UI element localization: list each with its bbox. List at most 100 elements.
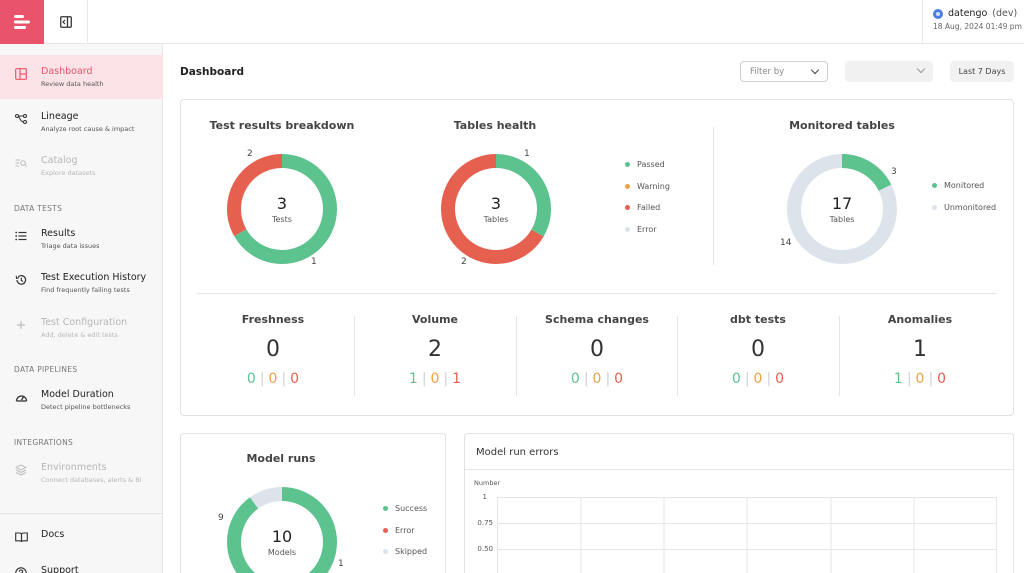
model-runs-skipped-count: 1 — [338, 559, 344, 569]
legend-label: Error — [395, 525, 415, 535]
metric-counts: 0 | 0 | 0 — [570, 371, 624, 387]
metric-divider — [354, 316, 355, 396]
tables-health-failed-arc — [441, 154, 551, 264]
metric-warning: 0 — [268, 371, 278, 387]
monitored-tables-donut[interactable]: 17 Tables — [787, 154, 897, 264]
lineage-icon — [14, 112, 28, 126]
metric-passed: 0 — [731, 371, 741, 387]
sidebar-item-sub: Explore datasets — [41, 169, 96, 177]
date-range-button[interactable]: Last 7 Days — [950, 61, 1014, 82]
metric-failed: 0 — [937, 371, 947, 387]
filter-by-placeholder: Filter by — [750, 67, 785, 77]
sidebar-item-sub: Connect databases, alerts & BI — [41, 476, 142, 484]
sidebar-item-label: Model Duration — [41, 389, 114, 400]
monitored-tables-donut-svg — [787, 154, 897, 264]
collapse-sidebar-button[interactable] — [44, 0, 88, 44]
top-bar: datengo (dev) 18 Aug, 2024 01:49 pm — [0, 0, 1024, 44]
model-runs-unit: Models — [267, 548, 297, 557]
sidebar-item-catalog[interactable]: Catalog Explore datasets — [0, 144, 163, 188]
horizontal-divider — [197, 293, 997, 294]
y-axis-title: Number — [474, 479, 501, 487]
legend-item-error[interactable]: Error — [625, 219, 670, 241]
secondary-filter-select[interactable] — [845, 61, 933, 82]
help-circle-icon — [14, 566, 28, 573]
summary-card — [180, 99, 1014, 416]
catalog-search-icon — [14, 156, 28, 170]
model-runs-donut[interactable]: 10 Models — [227, 487, 337, 573]
sidebar-item-support[interactable]: Support — [0, 554, 163, 573]
metric-dbt-tests[interactable]: dbt tests 0 0 | 0 | 0 — [677, 305, 839, 405]
test-results-failed-arc — [227, 154, 337, 264]
history-icon — [14, 273, 28, 287]
sidebar-item-environments[interactable]: Environments Connect databases, alerts & … — [0, 451, 163, 495]
metric-freshness[interactable]: Freshness 0 0 | 0 | 0 — [192, 305, 354, 405]
metric-counts: 1 | 0 | 0 — [893, 371, 947, 387]
legend-label: Failed — [637, 203, 661, 213]
sidebar-item-label: Docs — [41, 529, 65, 540]
tables-health-donut-svg — [441, 154, 551, 264]
tables-health-unit: Tables — [483, 215, 509, 224]
account-switcher[interactable]: datengo (dev) 18 Aug, 2024 01:49 pm — [922, 0, 1024, 44]
account-env: (dev) — [992, 8, 1018, 19]
legend-dot — [625, 226, 630, 232]
legend-dot — [383, 549, 388, 555]
tables-health-donut[interactable]: 3 Tables — [441, 154, 551, 264]
sidebar-item-sub: Analyze root cause & impact — [41, 125, 135, 133]
legend-dot — [625, 183, 630, 189]
gauge-icon — [14, 390, 28, 404]
legend-label: Skipped — [395, 547, 428, 557]
legend-item-monitored[interactable]: Monitored — [932, 175, 996, 197]
legend-dot — [383, 527, 388, 533]
legend-label: Warning — [637, 181, 670, 191]
sidebar-item-test-execution-history[interactable]: Test Execution History Find frequently fa… — [0, 261, 163, 305]
model-runs-total: 10 — [271, 527, 293, 546]
metric-value: 0 — [751, 337, 765, 362]
sidebar-item-dashboard[interactable]: Dashboard Review data health — [0, 55, 163, 99]
legend-dot — [932, 183, 937, 189]
metric-volume[interactable]: Volume 2 1 | 0 | 1 — [354, 305, 516, 405]
sidebar-item-model-duration[interactable]: Model Duration Detect pipeline bottleneck… — [0, 378, 163, 422]
logo-icon — [14, 15, 30, 29]
errors-chart-grid — [497, 497, 997, 573]
sidebar-item-results[interactable]: Results Triage data issues — [0, 217, 163, 261]
metric-counts: 0 | 0 | 0 — [731, 371, 785, 387]
tables-health-failed-count: 2 — [461, 257, 467, 267]
legend-item-passed[interactable]: Passed — [625, 154, 670, 176]
sidebar-item-lineage[interactable]: Lineage Analyze root cause & impact — [0, 100, 163, 144]
metric-value: 0 — [266, 337, 280, 362]
legend-item-unmonitored[interactable]: Unmonitored — [932, 197, 996, 219]
sidebar-item-sub: Detect pipeline bottlenecks — [41, 403, 131, 411]
sidebar: Dashboard Review data health Lineage Analy… — [0, 44, 163, 573]
legend-item-failed[interactable]: Failed — [625, 197, 670, 219]
legend-label: Unmonitored — [944, 202, 997, 212]
sidebar-item-label: Support — [41, 565, 79, 573]
tables-health-passed-count: 1 — [524, 149, 530, 159]
unmonitored-count: 14 — [780, 238, 792, 248]
metric-failed: 0 — [614, 371, 624, 387]
legend-item-skipped[interactable]: Skipped — [383, 541, 427, 563]
section-label-integrations: INTEGRATIONS — [14, 438, 74, 447]
metric-schema-changes[interactable]: Schema changes 0 0 | 0 | 0 — [516, 305, 678, 405]
metric-passed: 1 — [408, 371, 418, 387]
legend-dot — [932, 204, 937, 210]
legend-dot — [625, 205, 630, 211]
logo[interactable] — [0, 0, 44, 44]
sidebar-item-sub: Add, delete & edit tests — [41, 331, 118, 339]
health-legend: Passed Warning Failed Error — [625, 154, 670, 240]
layout-icon — [14, 67, 28, 81]
filter-by-select[interactable]: Filter by — [740, 61, 828, 82]
legend-item-error[interactable]: Error — [383, 520, 427, 542]
metric-failed: 0 — [775, 371, 785, 387]
model-runs-skipped-arc — [227, 487, 337, 573]
tables-health-total: 3 — [490, 194, 502, 213]
test-results-donut[interactable]: 3 Tests — [227, 154, 337, 264]
legend-item-success[interactable]: Success — [383, 498, 427, 520]
sidebar-item-label: Lineage — [41, 111, 79, 122]
legend-label: Error — [637, 224, 657, 234]
legend-item-warning[interactable]: Warning — [625, 176, 670, 198]
sidebar-item-docs[interactable]: Docs — [0, 518, 163, 554]
section-label-data-tests: DATA TESTS — [14, 204, 63, 213]
metric-anomalies[interactable]: Anomalies 1 1 | 0 | 0 — [839, 305, 1001, 405]
sidebar-item-test-configuration[interactable]: Test Configuration Add, delete & edit tes… — [0, 306, 163, 350]
sidebar-divider — [0, 513, 163, 514]
